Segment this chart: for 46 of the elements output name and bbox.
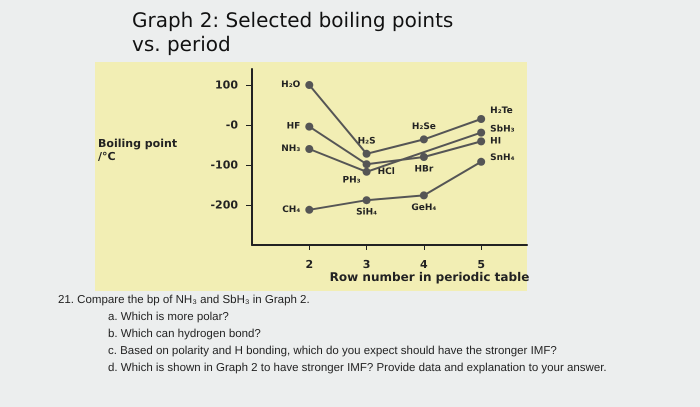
point	[420, 191, 428, 200]
point	[477, 115, 486, 123]
point	[362, 168, 371, 176]
x-tick-label: 3	[362, 258, 370, 271]
point	[305, 206, 314, 214]
point	[362, 196, 371, 204]
annotation: HI	[490, 136, 502, 146]
annotation: NH₃	[281, 144, 300, 154]
y-tick-label: -100	[210, 158, 238, 172]
annotation: SnH₄	[490, 152, 515, 163]
point	[305, 122, 314, 131]
point	[362, 150, 371, 158]
annotation: PH₃	[342, 175, 361, 186]
annotation: H₂Se	[412, 122, 436, 132]
x-tick-label: 4	[420, 258, 428, 271]
annotation: H₂S	[358, 136, 376, 146]
annotation: SiH₄	[356, 208, 378, 218]
y-axis-title: Boiling point /°C	[98, 137, 178, 163]
annotation: CH₄	[282, 204, 300, 215]
text: b. Which can hydrogen bond?	[107, 327, 262, 342]
x-tick-label: 2	[305, 258, 314, 271]
point	[477, 128, 486, 137]
y-tick-label: -0	[226, 118, 238, 132]
text: a. Which is more polar?	[107, 310, 230, 325]
y-tick-label: 100	[215, 78, 238, 92]
annotation: HF	[286, 122, 300, 132]
point	[305, 81, 314, 89]
annotation: HCl	[378, 167, 395, 178]
y-tick-label: -200	[210, 198, 238, 212]
point	[305, 145, 314, 153]
annotation: H₂O	[281, 80, 301, 90]
point	[477, 158, 486, 166]
annotation: SbH₃	[490, 124, 515, 135]
point	[362, 160, 371, 168]
text: 21. Compare the bp of NH₃ and SbH₃ in Graph 2.	[58, 293, 311, 308]
chart-title: Graph 2: Selected boiling points vs. period	[132, 8, 454, 56]
point	[420, 135, 428, 144]
annotation: HBr	[414, 164, 434, 174]
point	[420, 153, 428, 161]
point	[477, 137, 486, 146]
x-tick-label: 5	[477, 258, 485, 271]
text: d. Which is shown in Graph 2 to have stronger IMF? Provide data and explanation to your answer.	[107, 361, 607, 376]
annotation: GeH₄	[411, 202, 436, 213]
annotation: H₂Te	[490, 106, 513, 116]
text: c. Based on polarity and H bonding, which do you expect should have the stronger IMF?	[107, 344, 558, 359]
x-axis-title: Row number in periodic table	[330, 270, 530, 284]
